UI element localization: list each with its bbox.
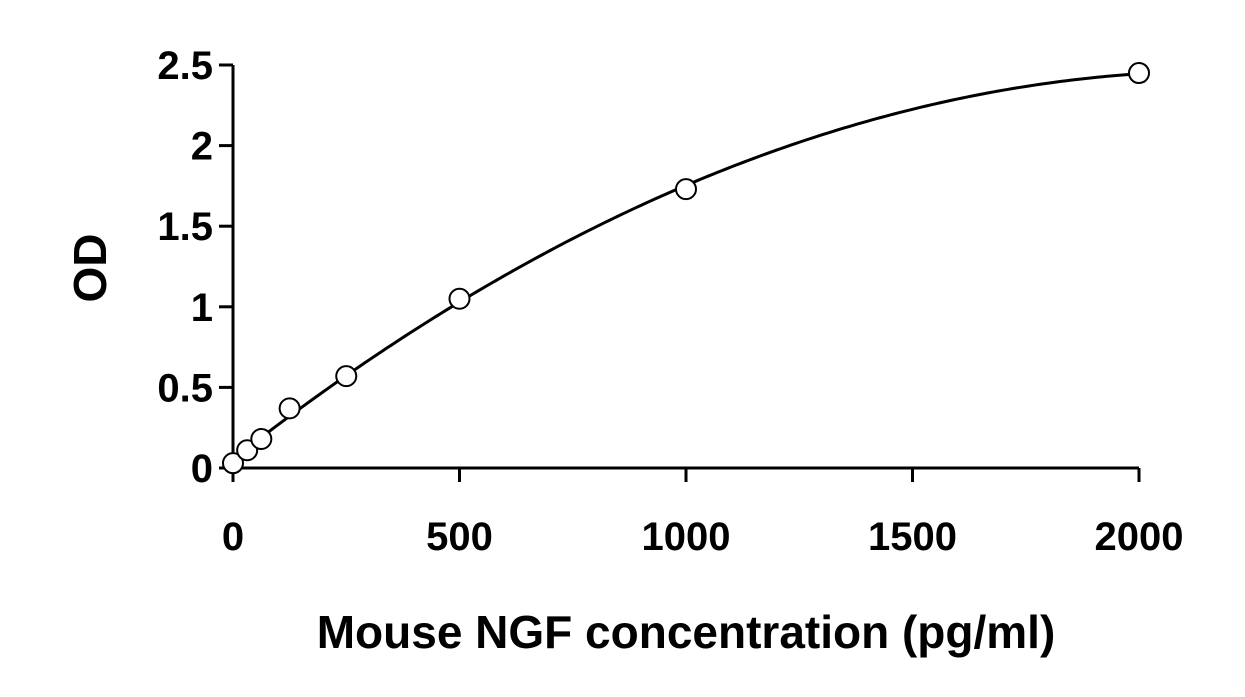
data-points-layer xyxy=(222,62,1150,475)
data-point xyxy=(675,178,697,201)
data-point xyxy=(448,287,471,310)
y-tick-label: 0 xyxy=(191,447,213,491)
y-axis-title: OD xyxy=(64,234,116,303)
y-tick-label: 2 xyxy=(191,125,213,169)
data-point xyxy=(335,365,358,388)
x-tick-label: 1000 xyxy=(642,515,731,559)
y-tick-label: 0.5 xyxy=(157,366,213,410)
data-point xyxy=(250,427,273,450)
fit-curve xyxy=(232,72,1140,461)
x-axis: 0 500 1000 1500 2000 xyxy=(222,466,1184,559)
data-point xyxy=(236,439,259,462)
y-tick-label: 1.5 xyxy=(157,205,213,249)
y-tick-label: 1 xyxy=(191,286,213,330)
data-point xyxy=(1128,62,1150,85)
fit-curve-layer xyxy=(232,72,1140,461)
x-tick-label: 1500 xyxy=(868,515,957,559)
data-point xyxy=(278,397,301,420)
data-point xyxy=(222,452,244,475)
x-tick-label: 2000 xyxy=(1095,515,1184,559)
x-tick-label: 500 xyxy=(426,515,493,559)
x-axis-title: Mouse NGF concentration (pg/ml) xyxy=(317,606,1056,658)
x-tick-label: 0 xyxy=(222,515,244,559)
y-axis: 0 0.5 1 1.5 2 2.5 xyxy=(157,44,235,491)
y-tick-label: 2.5 xyxy=(157,44,213,88)
